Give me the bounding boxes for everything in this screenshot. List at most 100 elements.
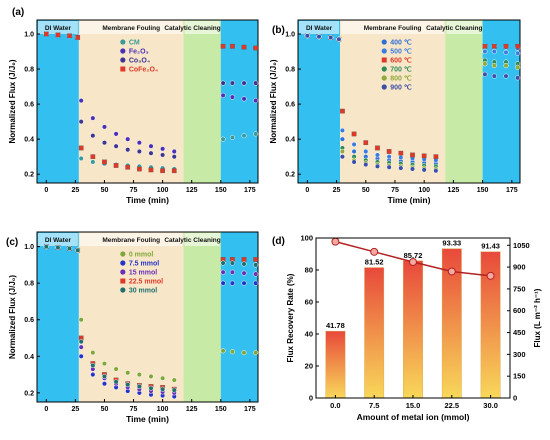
data-point	[125, 147, 131, 153]
y-tick-label: 0.8	[24, 67, 34, 74]
data-point	[253, 131, 259, 137]
data-point	[351, 131, 357, 137]
y-tick-label: 1.0	[285, 32, 295, 39]
data-point	[229, 94, 235, 100]
data-point	[241, 96, 247, 102]
legend-swatch	[381, 84, 387, 90]
data-point	[253, 262, 259, 268]
legend-swatch	[120, 66, 126, 72]
data-point	[113, 366, 119, 372]
data-point	[304, 33, 310, 39]
phase-band	[340, 20, 446, 183]
data-point	[230, 43, 235, 49]
data-point	[75, 35, 81, 40]
data-point	[339, 154, 345, 160]
data-point	[491, 43, 497, 49]
phase-band-header	[38, 21, 78, 34]
data-point	[253, 45, 259, 51]
data-point	[113, 379, 119, 385]
data-point	[386, 149, 392, 154]
data-point	[220, 280, 226, 286]
phase-band-label: DI Water	[306, 25, 333, 32]
legend-swatch	[120, 251, 126, 257]
legend-entry: 7.5 mmol	[129, 261, 159, 268]
y-tick-label: 1.0	[24, 244, 34, 251]
data-point	[148, 143, 154, 149]
data-point	[503, 73, 509, 79]
data-point	[90, 159, 96, 165]
data-point	[148, 167, 154, 173]
data-point	[78, 317, 84, 323]
flux-point	[409, 258, 417, 266]
x-tick-label: 100	[418, 187, 430, 194]
data-point	[253, 257, 259, 262]
data-point	[339, 148, 345, 155]
data-point	[253, 98, 259, 104]
data-point	[220, 260, 226, 266]
phase-band-label: DI Water	[45, 25, 72, 32]
phase-band	[298, 20, 341, 183]
data-point	[220, 80, 226, 86]
data-point	[125, 164, 131, 170]
phase-band	[183, 232, 221, 402]
x-tick-label: 75	[130, 187, 138, 194]
data-point	[241, 280, 247, 286]
x-tick-label: 7.5	[369, 401, 379, 410]
legend-swatch	[120, 57, 126, 63]
x-tick-label: 0	[44, 406, 48, 413]
y-axis-label: Normalized Flux (J/J₀)	[269, 59, 278, 143]
data-point	[241, 270, 247, 276]
legend-entry: CoFe₂O₄	[129, 67, 158, 74]
data-point	[503, 43, 509, 49]
data-point	[229, 134, 235, 140]
phase-band-header	[79, 21, 183, 34]
data-point	[253, 280, 259, 286]
data-point	[171, 148, 177, 155]
data-point	[137, 166, 142, 172]
y-axis-label: Normalized Flux (J/J₀)	[8, 275, 17, 359]
data-point	[78, 344, 84, 350]
data-point	[67, 33, 72, 39]
data-point	[253, 271, 259, 277]
data-point	[229, 349, 235, 355]
data-point	[90, 350, 96, 356]
x-tick-label: 25	[333, 187, 341, 194]
x-axis-label: Amount of metal ion (mmol)	[357, 412, 470, 422]
data-point	[220, 43, 226, 49]
phase-band-label: Membrane Fouling	[102, 237, 160, 244]
data-point	[339, 136, 345, 142]
x-tick-label: 25	[71, 187, 79, 194]
data-point	[101, 361, 108, 367]
x-tick-label: 150	[477, 187, 489, 194]
data-point	[410, 152, 415, 158]
phase-band-header	[184, 233, 220, 246]
data-point	[136, 140, 142, 146]
data-point	[351, 159, 357, 165]
legend-swatch	[120, 48, 126, 54]
legend-swatch	[381, 48, 387, 54]
x-tick-label: 150	[215, 406, 227, 413]
data-point	[339, 127, 345, 133]
data-point	[375, 145, 380, 151]
data-point	[101, 124, 108, 130]
y-tick-label: 0.2	[24, 172, 34, 179]
data-point	[78, 98, 84, 104]
y-tick-label: 0.6	[24, 317, 34, 324]
data-point	[363, 148, 369, 155]
bar-value-label: 91.43	[481, 242, 500, 251]
phase-band-header	[184, 21, 220, 34]
flux-point	[447, 267, 456, 276]
x-tick-label: 125	[448, 187, 460, 194]
bar-value-label: 93.33	[442, 239, 461, 248]
data-point	[515, 43, 521, 49]
legend-entry: 800 ℃	[390, 75, 412, 83]
data-point	[421, 153, 427, 159]
phase-band-header	[79, 233, 183, 246]
y-tick-label: 0.4	[24, 354, 34, 361]
x-axis-label: Time (min)	[126, 414, 169, 424]
series-4	[43, 244, 259, 393]
x-tick-label: 75	[130, 406, 138, 413]
legend-entry: 600 ℃	[390, 57, 412, 65]
bar-value-label: 85.72	[404, 251, 423, 260]
